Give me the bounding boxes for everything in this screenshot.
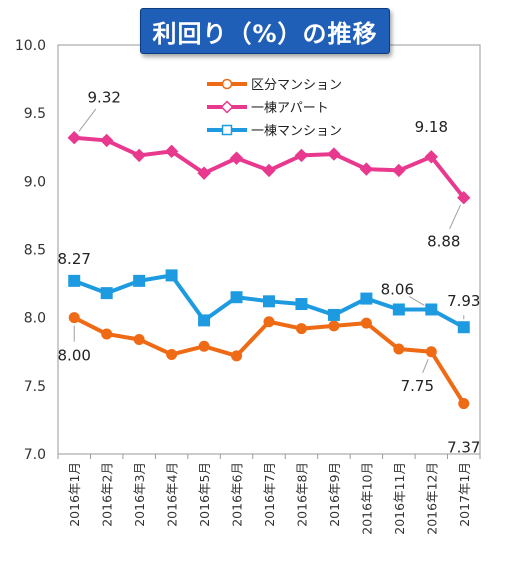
x-tick-label: 2016年11月 <box>392 462 407 535</box>
data-label: 8.88 <box>427 233 460 251</box>
legend-item-kubun: 区分マンション <box>205 72 342 95</box>
legend-label-kubun: 区分マンション <box>251 78 343 93</box>
data-point-square <box>295 298 308 311</box>
data-point-circle <box>68 312 80 324</box>
data-point-circle <box>133 333 145 345</box>
x-tick-label: 2016年9月 <box>327 462 342 527</box>
legend-item-mansion: 一棟マンション <box>205 118 342 141</box>
data-point-circle <box>166 348 178 360</box>
data-point-square <box>230 291 243 304</box>
y-tick-label: 7.0 <box>24 447 46 463</box>
series-lines <box>73 135 466 405</box>
data-point-diamond <box>99 133 114 148</box>
chart-title: 利回り（%）の推移 <box>152 19 378 48</box>
y-tick-label: 7.5 <box>24 379 46 395</box>
data-label: 9.18 <box>415 118 448 136</box>
x-tick-label: 2016年4月 <box>165 462 180 527</box>
data-point-square <box>457 321 470 334</box>
data-point-square <box>425 303 438 316</box>
data-point-circle <box>458 398 470 410</box>
data-point-diamond <box>392 163 406 178</box>
x-tick-label: 2016年1月 <box>67 462 82 527</box>
data-point-diamond <box>67 130 81 145</box>
data-point-circle <box>360 317 372 329</box>
y-tick-label: 9.5 <box>24 106 46 122</box>
chart-axes: 7.0 7.5 8.0 8.5 9.0 9.5 10.0 2016年1月 2016年2月 2016… <box>15 38 481 535</box>
chart-title-box: 利回り（%）の推移 <box>140 8 390 54</box>
annotation-leaders <box>73 108 465 373</box>
legend-circle-marker-icon <box>207 78 247 89</box>
x-tick-label: 2016年12月 <box>424 462 439 535</box>
data-label: 8.06 <box>381 280 414 298</box>
y-tick-label: 10.0 <box>15 38 46 54</box>
data-label: 8.00 <box>58 347 91 365</box>
y-tick-label: 8.0 <box>24 311 46 327</box>
data-label: 7.93 <box>447 292 480 310</box>
legend-square-marker-icon <box>207 124 247 135</box>
annotation-leader-line <box>422 358 429 373</box>
data-point-diamond <box>197 166 211 180</box>
data-point-circle <box>101 328 113 340</box>
x-tick-label: 2016年2月 <box>100 462 115 527</box>
annotation-leader-line <box>409 296 425 306</box>
data-point-diamond <box>327 147 341 161</box>
legend-item-apartment: 一棟アパート <box>205 95 342 118</box>
y-tick-label: 8.5 <box>24 243 46 259</box>
data-point-diamond <box>229 151 244 165</box>
x-tick-label: 2016年8月 <box>294 462 309 527</box>
data-point-square <box>100 287 113 300</box>
data-point-diamond <box>359 162 374 176</box>
data-point-circle <box>263 316 275 328</box>
x-tick-label: 2016年6月 <box>230 462 245 527</box>
data-point-diamond <box>457 190 471 205</box>
data-point-square <box>198 314 211 327</box>
data-label: 7.37 <box>447 439 480 457</box>
x-tick-label: 2016年5月 <box>197 462 212 527</box>
x-tick-label: 2016年7月 <box>262 462 277 527</box>
data-point-square <box>392 303 405 316</box>
data-label: 7.75 <box>401 377 434 395</box>
annotation-labels: 8.00 7.75 7.37 9.32 9.18 8.88 8.27 8.06 7.93 <box>58 89 481 457</box>
data-point-diamond <box>294 148 309 163</box>
x-tick-label: 2016年3月 <box>132 462 147 527</box>
data-point-circle <box>231 350 243 362</box>
legend-label-mansion: 一棟マンション <box>251 124 343 139</box>
legend: 区分マンション 一棟アパート 一棟マンション <box>205 72 342 141</box>
x-tick-label: 2016年10月 <box>359 462 374 535</box>
legend-label-apartment: 一棟アパート <box>251 101 329 116</box>
data-point-square <box>360 292 373 305</box>
annotation-leader-line <box>78 108 97 132</box>
x-tick-label: 2017年1月 <box>457 462 472 527</box>
data-point-square <box>165 269 178 282</box>
data-point-circle <box>198 340 210 352</box>
data-label: 8.27 <box>58 250 91 268</box>
data-point-circle <box>393 343 405 355</box>
data-point-circle <box>328 320 340 332</box>
data-point-diamond <box>262 163 276 178</box>
data-point-circle <box>425 346 437 358</box>
y-tick-label: 9.0 <box>24 174 46 190</box>
data-point-square <box>327 308 340 321</box>
data-point-square <box>263 295 275 308</box>
data-point-diamond <box>132 148 146 163</box>
legend-diamond-marker-icon <box>207 99 247 114</box>
annotation-leader-line <box>449 204 461 230</box>
data-point-diamond <box>424 150 439 164</box>
series-markers <box>67 130 471 410</box>
data-point-square <box>68 274 81 287</box>
data-point-circle <box>295 323 307 335</box>
data-label: 9.32 <box>88 89 121 107</box>
data-point-diamond <box>164 144 179 159</box>
data-point-square <box>133 274 146 287</box>
